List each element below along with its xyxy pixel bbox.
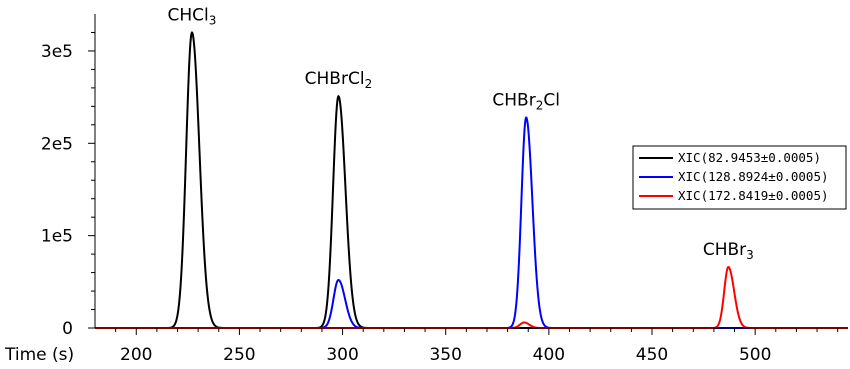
y-tick-label: 2e5: [41, 134, 73, 154]
x-tick-label: 450: [636, 345, 668, 365]
x-tick-label: 200: [120, 345, 152, 365]
x-tick-label: 350: [429, 345, 461, 365]
legend: XIC(82.9453±0.0005) XIC(128.8924±0.0005) X…: [632, 145, 847, 210]
x-tick-label: 300: [326, 345, 358, 365]
legend-label: XIC(172.8419±0.0005): [678, 188, 829, 203]
x-tick-label: 400: [533, 345, 565, 365]
y-tick-label: 3e5: [41, 42, 73, 62]
annotation-layer: CHCl3 CHBrCl2 CHBr2Cl CHBr3: [168, 5, 754, 262]
y-tick-label: 1e5: [41, 227, 73, 247]
axes-layer: 200 250 300 350 400 450 500 Time (s) 0 1e5 2e5 3e5: [4, 14, 848, 365]
compound-label: CHBrCl2: [305, 69, 373, 91]
x-tick-label: 250: [223, 345, 255, 365]
legend-label: XIC(82.9453±0.0005): [678, 150, 821, 165]
x-axis-label: Time (s): [4, 345, 74, 365]
x-tick-label: 500: [739, 345, 771, 365]
compound-label: CHBr2Cl: [492, 90, 560, 112]
compound-label: CHBr3: [703, 240, 754, 262]
compound-label: CHCl3: [168, 5, 217, 27]
y-tick-label: 0: [62, 319, 73, 339]
legend-label: XIC(128.8924±0.0005): [678, 169, 829, 184]
